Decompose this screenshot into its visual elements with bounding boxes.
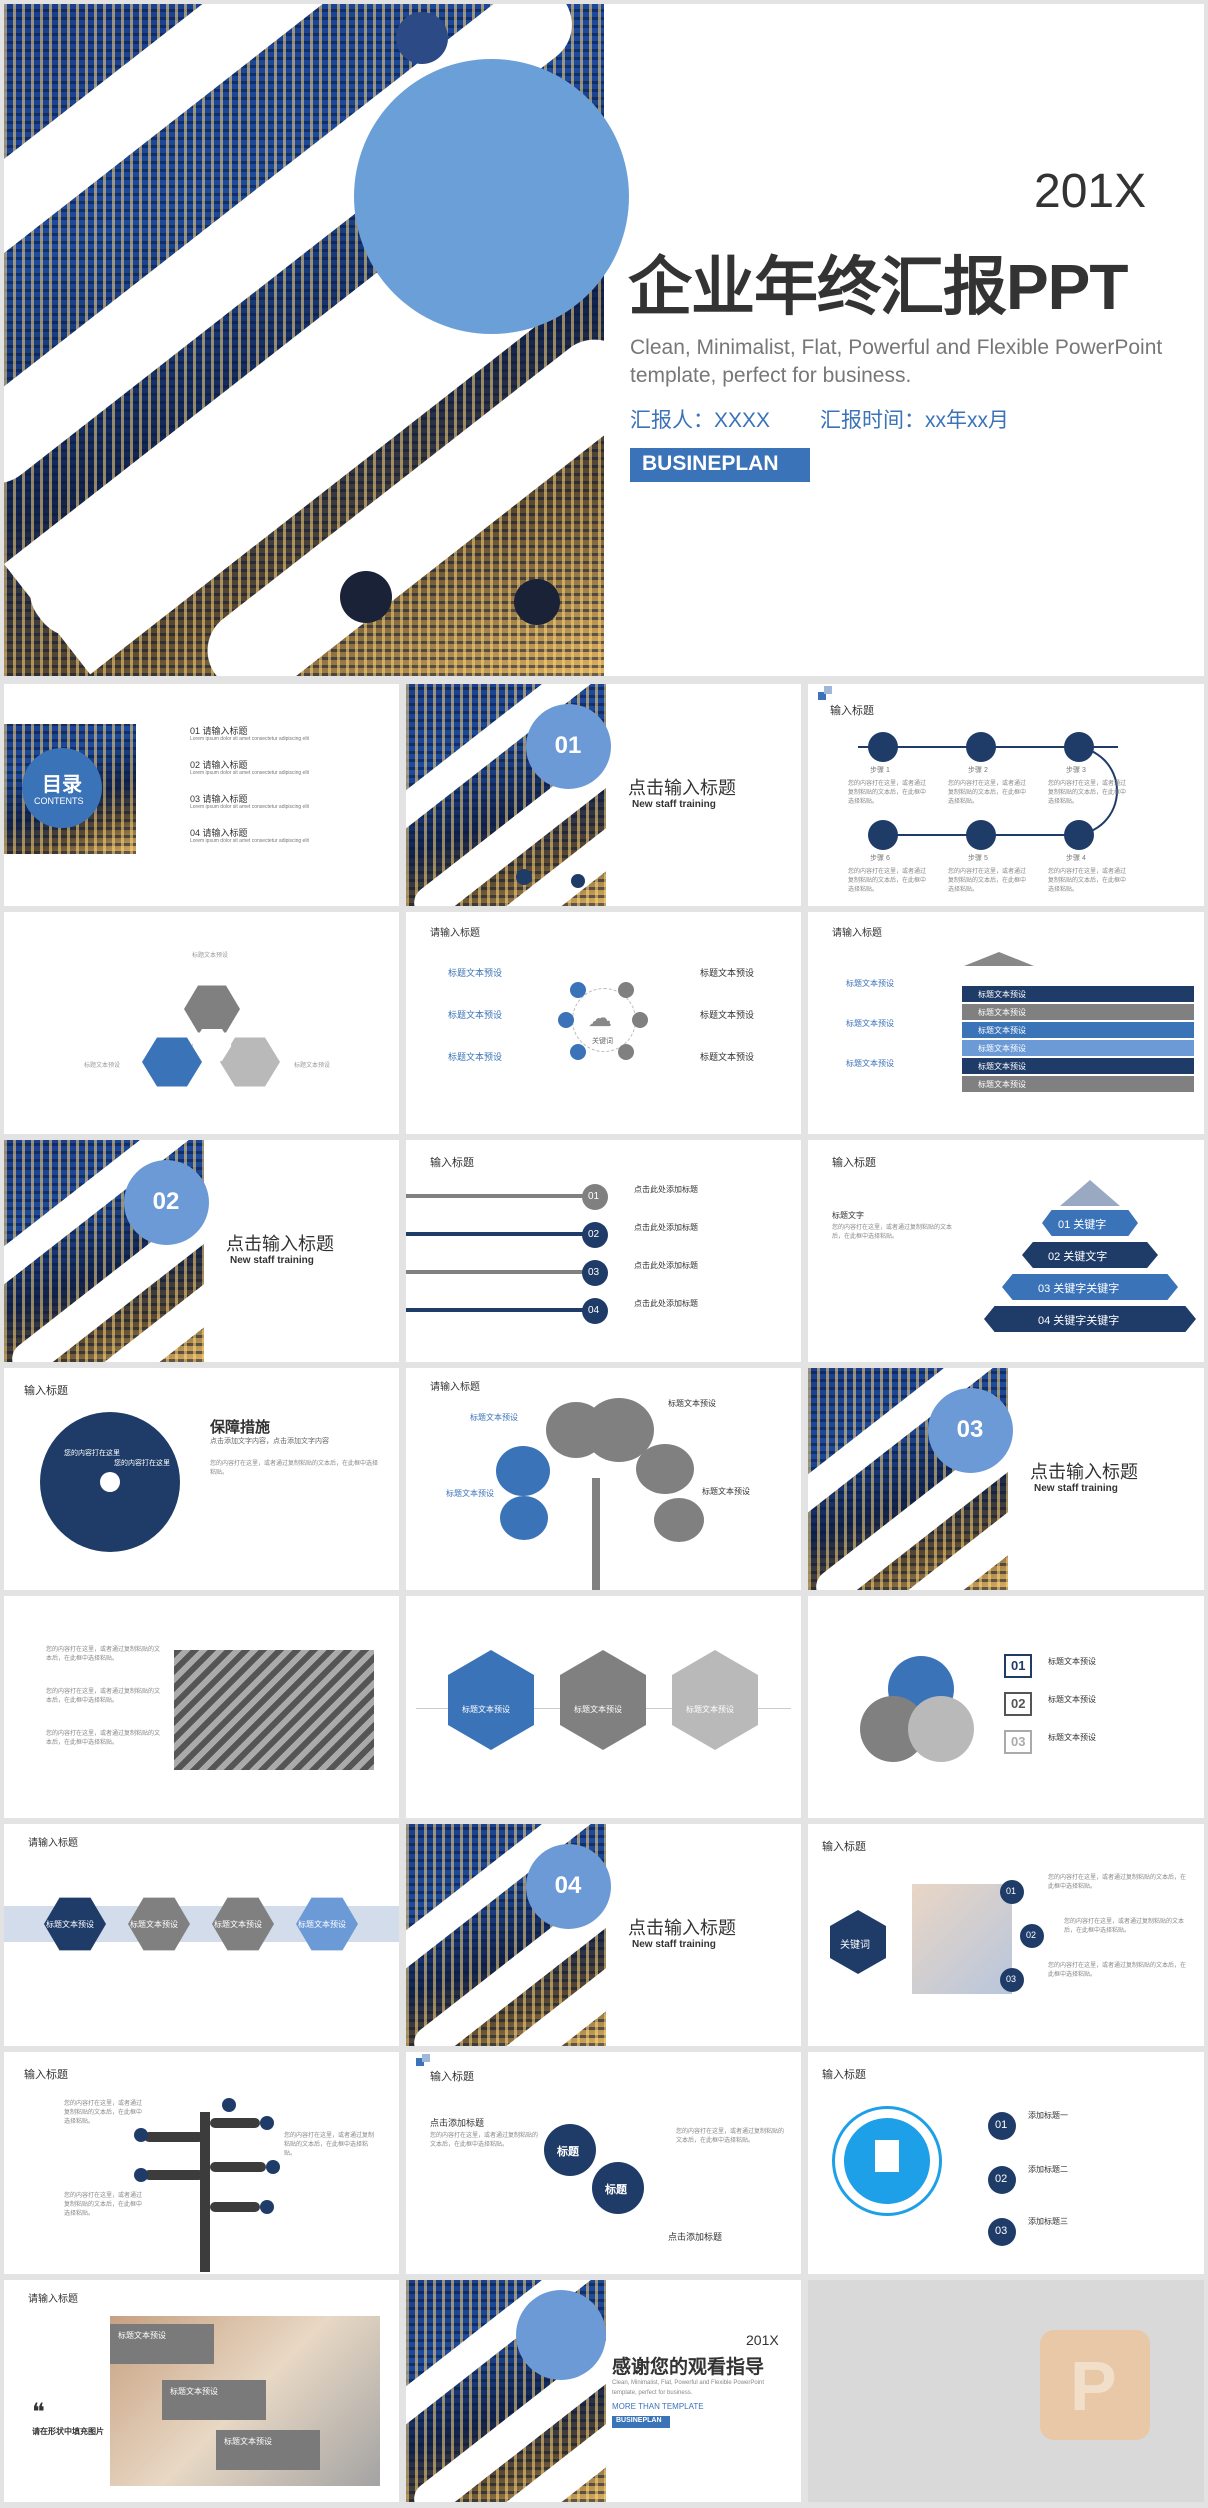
cover-badge: [630, 448, 810, 482]
building-photo: [174, 1650, 374, 1770]
slide-timeline[interactable]: 输入标题 01 02 03 04 点击此处添加标题 点击此处添加标题 点击此处添…: [406, 1140, 801, 1362]
step-icon-2: [966, 732, 996, 762]
slide-section-02[interactable]: 02 点击输入标题 New staff training: [4, 1140, 399, 1362]
slide-venn[interactable]: 01 02 03 标题文本预设 标题文本预设 标题文本预设: [808, 1596, 1204, 1818]
slide-clipboard[interactable]: 输入标题 01 02 03 添加标题一 添加标题二 添加标题三: [808, 2052, 1204, 2274]
slide-pyramid[interactable]: 输入标题 标题文字 您的内容打在这里，或者通过复制粘贴的文本后，在此框中选择粘贴…: [808, 1140, 1204, 1362]
slide-tree-clouds[interactable]: 请输入标题 标题文本预设 标题文本预设 标题文本预设 标题文本预设: [406, 1368, 801, 1590]
slide-ribbons[interactable]: 请输入标题 标题文本预设 标题文本预设 标题文本预设 标题文本预设 标题文本预设…: [808, 912, 1204, 1134]
step-icon-5: [966, 820, 996, 850]
step-icon-6: [868, 820, 898, 850]
slide-toc[interactable]: 目录 CONTENTS 01 请输入标题 Lorem ipsum dolor s…: [4, 684, 399, 906]
slide-steps[interactable]: 输入标题 步骤 1 步骤 2 步骤 3 步骤 4 步骤 5 步骤 6 您的内容打…: [808, 684, 1204, 906]
step-icon-3: [1064, 732, 1094, 762]
p-logo-icon: [1040, 2330, 1150, 2440]
cover-reporter: 汇报人：XXXX: [630, 409, 771, 432]
slide-photo-text[interactable]: 您的内容打在这里，或者通过复制粘贴的文本后，在此框中选择粘贴。 您的内容打在这里…: [4, 1596, 399, 1818]
toc-circle: [22, 748, 102, 828]
cover-time: 汇报时间：xx年xx月: [820, 409, 1009, 432]
cover-big-circle: [354, 59, 629, 334]
slide-hex-cluster[interactable]: 标题文本预设 标题文本预设 标题文本预设: [4, 912, 399, 1134]
cover-slide[interactable]: 201X 企业年终汇报PPT Clean, Minimalist, Flat, …: [4, 4, 1204, 676]
cloud-icon: ☁: [588, 1005, 612, 1032]
slide-section-03[interactable]: 03 点击输入标题 New staff training: [808, 1368, 1204, 1590]
slide-cycle[interactable]: 输入标题 点击添加标题 您的内容打在这里，或者通过复制粘贴的文本后，在此框中选择…: [406, 2052, 801, 2274]
slide-section-04[interactable]: 04 点击输入标题 New staff training: [406, 1824, 801, 2046]
slide-section-01[interactable]: 01 点击输入标题 New staff training: [406, 684, 801, 906]
slide-keyword-hub[interactable]: 请输入标题 标题文本预设 标题文本预设 标题文本预设 标题文本预设 标题文本预设…: [406, 912, 801, 1134]
slide-blank-logo[interactable]: P: [808, 2280, 1204, 2502]
slide-photo-grid[interactable]: 请输入标题 标题文本预设 标题文本预设 标题文本预设 ❝ 请在形状中填充图片: [4, 2280, 399, 2502]
cover-subtitle-1: Clean, Minimalist, Flat, Powerful and Fl…: [630, 336, 1163, 359]
cover-subtitle-2: template, perfect for business.: [630, 364, 912, 387]
hex-icon-top: [184, 985, 240, 1033]
slide-branch[interactable]: 输入标题 您的内容打在这里，或者通过复制粘贴的文本后，在此框中选择粘贴。 您的内…: [4, 2052, 399, 2274]
slide-hex-row[interactable]: 标题文本预设 标题文本预设 标题文本预设: [406, 1596, 801, 1818]
step-icon-4: [1064, 820, 1094, 850]
step-icon-1: [868, 732, 898, 762]
slide-keyword-hex[interactable]: 输入标题 关键词 01 02 03 您的内容打在这里，或者通过复制粘贴的文本后，…: [808, 1824, 1204, 2046]
slide-thanks[interactable]: 201X 感谢您的观看指导 Clean, Minimalist, Flat, P…: [406, 2280, 801, 2502]
cover-year: 201X: [1034, 165, 1147, 218]
slide-hex-band[interactable]: 请输入标题 标题文本预设 标题文本预设 标题文本预设 标题文本预设: [4, 1824, 399, 2046]
cover-title: 企业年终汇报PPT: [628, 251, 1128, 323]
slide-pie[interactable]: 输入标题 您的内容打在这里 您的内容打在这里 保障措施 点击添加文字内容，点击添…: [4, 1368, 399, 1590]
